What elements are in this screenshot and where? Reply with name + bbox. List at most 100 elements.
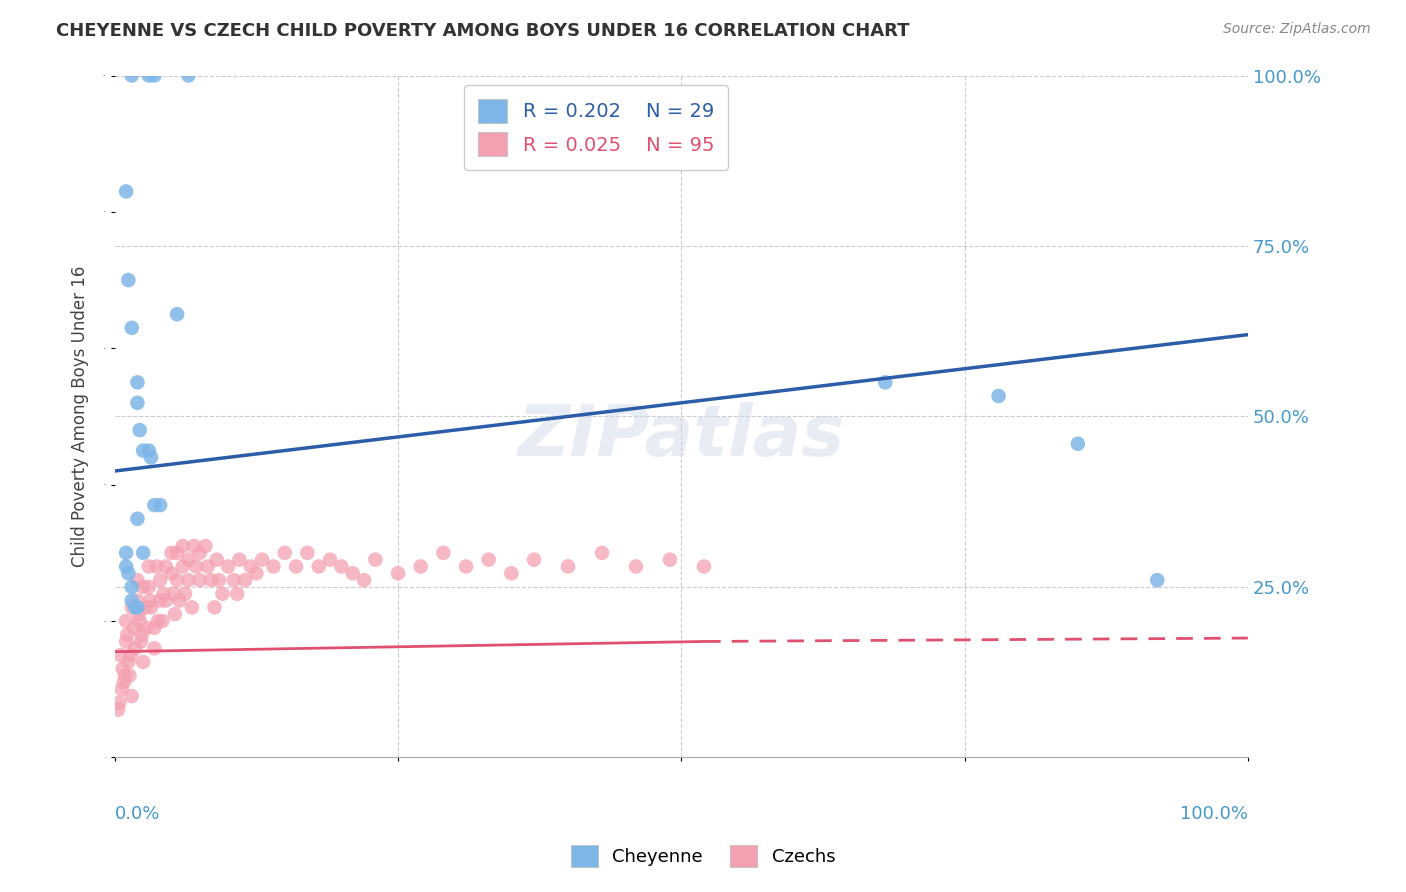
Cheyenne bbox=[132, 443, 155, 458]
Cheyenne bbox=[1067, 436, 1090, 450]
Cheyenne bbox=[143, 69, 166, 83]
Czechs bbox=[180, 600, 202, 615]
Czechs bbox=[174, 587, 197, 601]
Cheyenne bbox=[127, 376, 149, 390]
Czechs bbox=[245, 566, 267, 581]
Cheyenne bbox=[127, 512, 149, 526]
Cheyenne bbox=[127, 600, 149, 615]
Czechs bbox=[226, 587, 249, 601]
Czechs bbox=[172, 559, 194, 574]
Czechs bbox=[454, 559, 477, 574]
Czechs bbox=[134, 600, 156, 615]
Cheyenne bbox=[1146, 573, 1168, 587]
Cheyenne bbox=[115, 546, 138, 560]
Czechs bbox=[132, 580, 155, 594]
Text: ZIPatlas: ZIPatlas bbox=[517, 402, 845, 471]
Czechs bbox=[624, 559, 647, 574]
Czechs bbox=[262, 559, 284, 574]
Czechs bbox=[172, 539, 194, 553]
Czechs bbox=[208, 573, 231, 587]
Czechs bbox=[478, 552, 501, 566]
Czechs bbox=[107, 703, 129, 717]
Cheyenne bbox=[987, 389, 1010, 403]
Czechs bbox=[120, 648, 142, 662]
Czechs bbox=[239, 559, 262, 574]
Czechs bbox=[591, 546, 613, 560]
Czechs bbox=[108, 696, 131, 710]
Czechs bbox=[150, 614, 173, 628]
Czechs bbox=[177, 573, 200, 587]
Czechs bbox=[211, 587, 233, 601]
Czechs bbox=[115, 634, 138, 648]
Czechs bbox=[409, 559, 432, 574]
Cheyenne bbox=[121, 69, 143, 83]
Czechs bbox=[308, 559, 330, 574]
Czechs bbox=[387, 566, 409, 581]
Czechs bbox=[135, 621, 157, 635]
Cheyenne bbox=[132, 546, 155, 560]
Czechs bbox=[285, 559, 308, 574]
Czechs bbox=[146, 614, 169, 628]
Cheyenne bbox=[115, 185, 138, 199]
Czechs bbox=[177, 552, 200, 566]
Czechs bbox=[557, 559, 579, 574]
Czechs bbox=[501, 566, 523, 581]
Czechs bbox=[659, 552, 682, 566]
Czechs bbox=[183, 539, 205, 553]
Czechs bbox=[127, 593, 149, 607]
Czechs bbox=[114, 668, 136, 682]
Cheyenne bbox=[121, 593, 143, 607]
Czechs bbox=[188, 546, 211, 560]
Czechs bbox=[233, 573, 256, 587]
Czechs bbox=[188, 573, 211, 587]
Cheyenne bbox=[117, 566, 139, 581]
Text: 100.0%: 100.0% bbox=[1180, 805, 1249, 823]
Cheyenne bbox=[121, 321, 143, 335]
Czechs bbox=[169, 593, 191, 607]
Czechs bbox=[186, 559, 208, 574]
Y-axis label: Child Poverty Among Boys Under 16: Child Poverty Among Boys Under 16 bbox=[72, 266, 89, 567]
Czechs bbox=[364, 552, 387, 566]
Czechs bbox=[112, 675, 135, 690]
Czechs bbox=[200, 573, 222, 587]
Czechs bbox=[121, 689, 143, 703]
Czechs bbox=[111, 662, 134, 676]
Czechs bbox=[127, 573, 149, 587]
Czechs bbox=[160, 546, 183, 560]
Czechs bbox=[163, 587, 186, 601]
Text: 0.0%: 0.0% bbox=[115, 805, 160, 823]
Czechs bbox=[117, 655, 139, 669]
Czechs bbox=[155, 593, 177, 607]
Czechs bbox=[205, 552, 228, 566]
Czechs bbox=[523, 552, 546, 566]
Cheyenne bbox=[127, 396, 149, 410]
Czechs bbox=[122, 621, 145, 635]
Cheyenne bbox=[875, 376, 897, 390]
Czechs bbox=[342, 566, 364, 581]
Cheyenne bbox=[138, 69, 160, 83]
Czechs bbox=[155, 559, 177, 574]
Text: CHEYENNE VS CZECH CHILD POVERTY AMONG BOYS UNDER 16 CORRELATION CHART: CHEYENNE VS CZECH CHILD POVERTY AMONG BO… bbox=[56, 22, 910, 40]
Legend: Cheyenne, Czechs: Cheyenne, Czechs bbox=[564, 838, 842, 874]
Czechs bbox=[143, 641, 166, 656]
Czechs bbox=[118, 668, 141, 682]
Czechs bbox=[217, 559, 239, 574]
Czechs bbox=[149, 573, 172, 587]
Czechs bbox=[152, 587, 174, 601]
Cheyenne bbox=[117, 273, 139, 287]
Cheyenne bbox=[177, 69, 200, 83]
Czechs bbox=[110, 648, 132, 662]
Czechs bbox=[228, 552, 250, 566]
Czechs bbox=[131, 628, 153, 642]
Czechs bbox=[432, 546, 454, 560]
Cheyenne bbox=[124, 600, 146, 615]
Czechs bbox=[353, 573, 375, 587]
Czechs bbox=[693, 559, 716, 574]
Cheyenne bbox=[143, 498, 166, 512]
Czechs bbox=[160, 566, 183, 581]
Czechs bbox=[197, 559, 219, 574]
Czechs bbox=[222, 573, 245, 587]
Cheyenne bbox=[115, 559, 138, 574]
Czechs bbox=[129, 634, 152, 648]
Czechs bbox=[139, 600, 162, 615]
